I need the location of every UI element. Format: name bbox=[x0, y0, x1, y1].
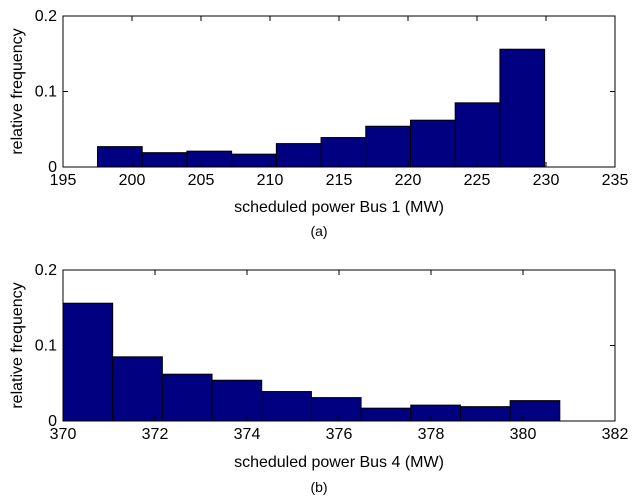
x-tick-label: 378 bbox=[418, 426, 445, 443]
y-axis-label: relative frequency bbox=[9, 28, 26, 154]
y-tick-label: 0 bbox=[48, 413, 57, 430]
x-tick-label: 220 bbox=[395, 172, 422, 189]
histogram-bar bbox=[320, 137, 367, 168]
histogram-bar bbox=[97, 146, 143, 168]
y-tick-label: 0 bbox=[48, 159, 57, 176]
histogram-bar bbox=[275, 143, 322, 168]
x-tick-label: 382 bbox=[602, 426, 629, 443]
histogram-bar bbox=[454, 102, 501, 168]
histogram-bar bbox=[261, 391, 312, 422]
histogram-bar bbox=[499, 48, 546, 168]
panel-caption: (a) bbox=[310, 223, 327, 239]
histogram-bar bbox=[62, 302, 114, 422]
histogram-bar bbox=[112, 356, 163, 422]
x-tick-label: 370 bbox=[50, 426, 77, 443]
histogram-bar bbox=[459, 406, 511, 422]
x-tick-label: 372 bbox=[142, 426, 169, 443]
histogram-bar bbox=[310, 397, 362, 422]
y-tick-label: 0.2 bbox=[35, 262, 57, 279]
x-tick-label: 380 bbox=[510, 426, 537, 443]
histogram-bar bbox=[211, 379, 263, 422]
x-tick-label: 376 bbox=[326, 426, 353, 443]
x-tick-label: 195 bbox=[50, 172, 77, 189]
x-tick-label: 230 bbox=[533, 172, 560, 189]
y-tick-label: 0.2 bbox=[35, 8, 57, 25]
y-tick-label: 0.1 bbox=[35, 84, 57, 101]
histogram-bar bbox=[161, 373, 213, 422]
x-tick-label: 235 bbox=[602, 172, 629, 189]
x-axis-label: scheduled power Bus 1 (MW) bbox=[234, 199, 444, 216]
x-tick-label: 225 bbox=[464, 172, 491, 189]
histogram-bar bbox=[410, 404, 461, 422]
x-tick-label: 200 bbox=[119, 172, 146, 189]
x-axis-label: scheduled power Bus 4 (MW) bbox=[234, 454, 444, 471]
histogram-panel-b: 370 372 374 376 378 380 382 0 0.1 0.2 scheduled po… bbox=[9, 262, 628, 495]
histogram-bar bbox=[509, 400, 561, 422]
y-axis-label: relative frequency bbox=[9, 282, 26, 408]
histogram-bar bbox=[365, 125, 411, 168]
histogram-bar bbox=[409, 119, 456, 168]
x-tick-label: 374 bbox=[234, 426, 261, 443]
histogram-bar bbox=[186, 150, 233, 168]
histogram-bar bbox=[141, 152, 188, 168]
histogram-panel-a: 195 200 205 210 215 220 225 230 235 0 0.1 0.2 schedu… bbox=[9, 8, 628, 239]
x-tick-label: 210 bbox=[257, 172, 284, 189]
y-tick-label: 0.1 bbox=[35, 338, 57, 355]
x-tick-label: 215 bbox=[326, 172, 353, 189]
x-tick-label: 205 bbox=[188, 172, 215, 189]
histogram-bar bbox=[360, 407, 412, 422]
panel-caption: (b) bbox=[310, 479, 327, 495]
